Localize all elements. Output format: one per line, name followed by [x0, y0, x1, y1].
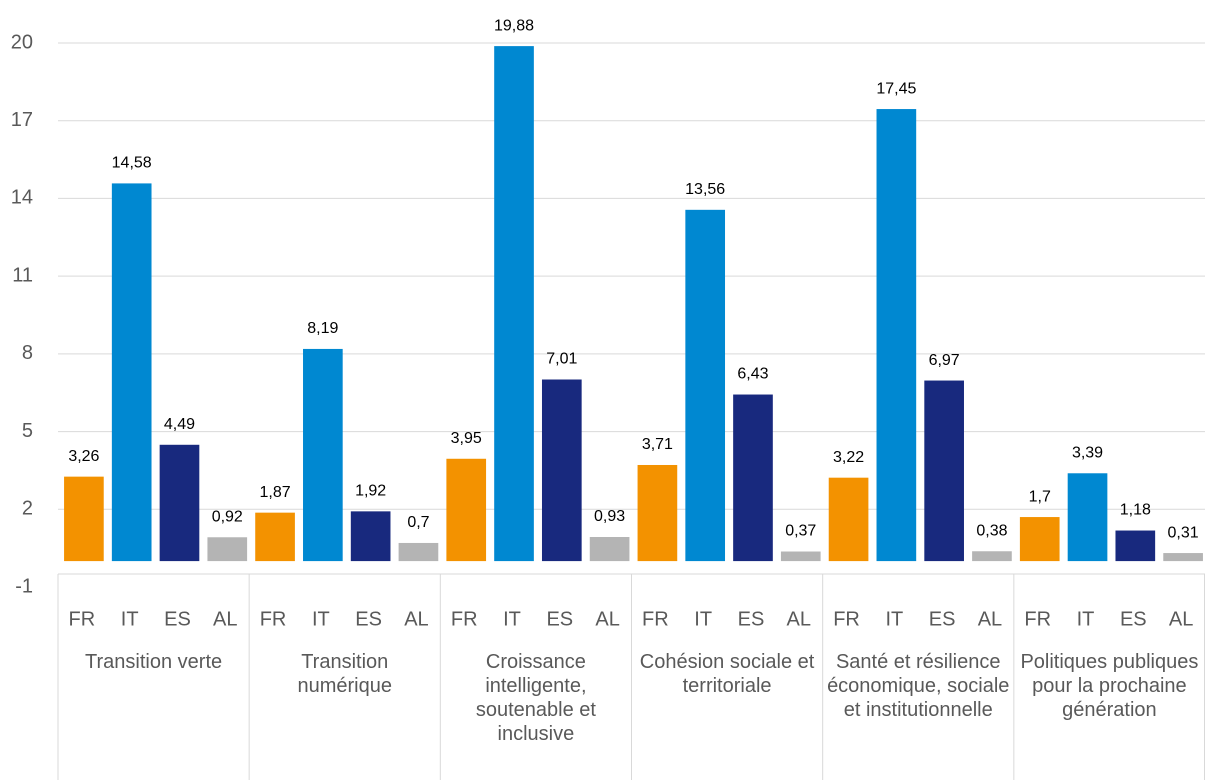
- sub-category-label: AL: [978, 608, 1002, 630]
- sub-category-label: IT: [121, 608, 139, 630]
- data-label: 6,97: [929, 352, 960, 369]
- data-label: 3,95: [451, 430, 482, 447]
- y-tick-label: 20: [11, 31, 33, 53]
- bar: [159, 444, 200, 562]
- category-label: Transition numérique: [297, 651, 392, 697]
- sub-category-label: IT: [1077, 608, 1095, 630]
- bar: [541, 379, 582, 562]
- data-label: 1,92: [355, 483, 386, 500]
- category-label: Croissance intelligente, soutenable et i…: [475, 651, 596, 745]
- bar: [303, 348, 343, 562]
- sub-category-label: ES: [546, 608, 573, 630]
- data-label: 3,22: [833, 449, 864, 466]
- sub-category-label: AL: [1169, 608, 1193, 630]
- sub-category-label: FR: [642, 608, 669, 630]
- sub-category-label: FR: [833, 608, 860, 630]
- bar: [828, 477, 869, 562]
- bar: [972, 551, 1012, 562]
- sub-category-label: AL: [213, 608, 237, 630]
- sub-category-label: ES: [355, 608, 382, 630]
- data-label: 0,31: [1168, 524, 1199, 541]
- data-label: 1,18: [1120, 502, 1151, 519]
- sub-category-label: AL: [595, 608, 619, 630]
- bar: [1115, 530, 1156, 562]
- sub-category-label: AL: [404, 608, 428, 630]
- sub-category-label: FR: [451, 608, 478, 630]
- data-label: 0,93: [594, 508, 625, 525]
- data-label: 17,45: [876, 80, 916, 97]
- bar: [1163, 553, 1203, 562]
- y-tick-label: 14: [11, 187, 33, 209]
- data-label: 0,7: [407, 514, 429, 531]
- category-label: Transition verte: [85, 651, 223, 673]
- data-label: 4,49: [164, 416, 195, 433]
- sub-category-label: IT: [885, 608, 903, 630]
- category-label: Politiques publiques pour la prochaine g…: [1020, 651, 1199, 721]
- sub-category-label: FR: [260, 608, 287, 630]
- sub-category-label: ES: [164, 608, 191, 630]
- bar: [1067, 473, 1108, 562]
- bar: [685, 209, 726, 562]
- bar: [924, 380, 964, 562]
- data-label: 0,92: [212, 508, 243, 525]
- data-label: 8,19: [307, 320, 338, 337]
- y-tick-label: 2: [22, 498, 33, 520]
- y-tick-label: 11: [12, 264, 33, 286]
- data-label: 6,43: [737, 366, 768, 383]
- y-tick-label: 5: [22, 420, 33, 442]
- bar: [207, 537, 248, 562]
- data-label: 3,26: [68, 448, 99, 465]
- sub-category-label: ES: [929, 608, 956, 630]
- bar: [1019, 517, 1060, 562]
- bar: [350, 511, 391, 562]
- data-label: 1,7: [1029, 488, 1051, 505]
- y-tick-label: 17: [11, 109, 33, 131]
- bar: [494, 46, 534, 562]
- bar: [637, 464, 678, 562]
- bar: [398, 542, 439, 562]
- bar: [64, 476, 104, 562]
- bar: [589, 537, 630, 562]
- sub-category-label: FR: [1024, 608, 1051, 630]
- data-label: 1,87: [259, 484, 290, 501]
- sub-category-label: AL: [787, 608, 811, 630]
- bar: [111, 183, 152, 562]
- y-tick-label: -1: [15, 575, 33, 597]
- bar: [780, 551, 821, 562]
- data-label: 7,01: [546, 351, 577, 368]
- data-label: 14,58: [112, 155, 152, 172]
- y-tick-label: 8: [22, 342, 33, 364]
- category-label: Santé et résilience économique, sociale …: [827, 651, 1010, 721]
- sub-category-label: ES: [1120, 608, 1147, 630]
- data-label: 19,88: [494, 17, 534, 34]
- sub-category-label: IT: [312, 608, 330, 630]
- data-label: 3,71: [642, 436, 673, 453]
- sub-category-label: IT: [503, 608, 521, 630]
- bar: [876, 109, 917, 562]
- data-label: 0,38: [976, 522, 1007, 539]
- bar: [255, 512, 295, 562]
- bar: [446, 458, 487, 562]
- data-label: 13,56: [685, 181, 725, 198]
- data-label: 0,37: [785, 523, 816, 540]
- sub-category-label: IT: [694, 608, 712, 630]
- category-label: Cohésion sociale et territoriale: [639, 651, 815, 697]
- data-label: 3,39: [1072, 444, 1103, 461]
- sub-category-label: FR: [69, 608, 96, 630]
- sub-category-label: ES: [738, 608, 765, 630]
- bar: [733, 394, 773, 562]
